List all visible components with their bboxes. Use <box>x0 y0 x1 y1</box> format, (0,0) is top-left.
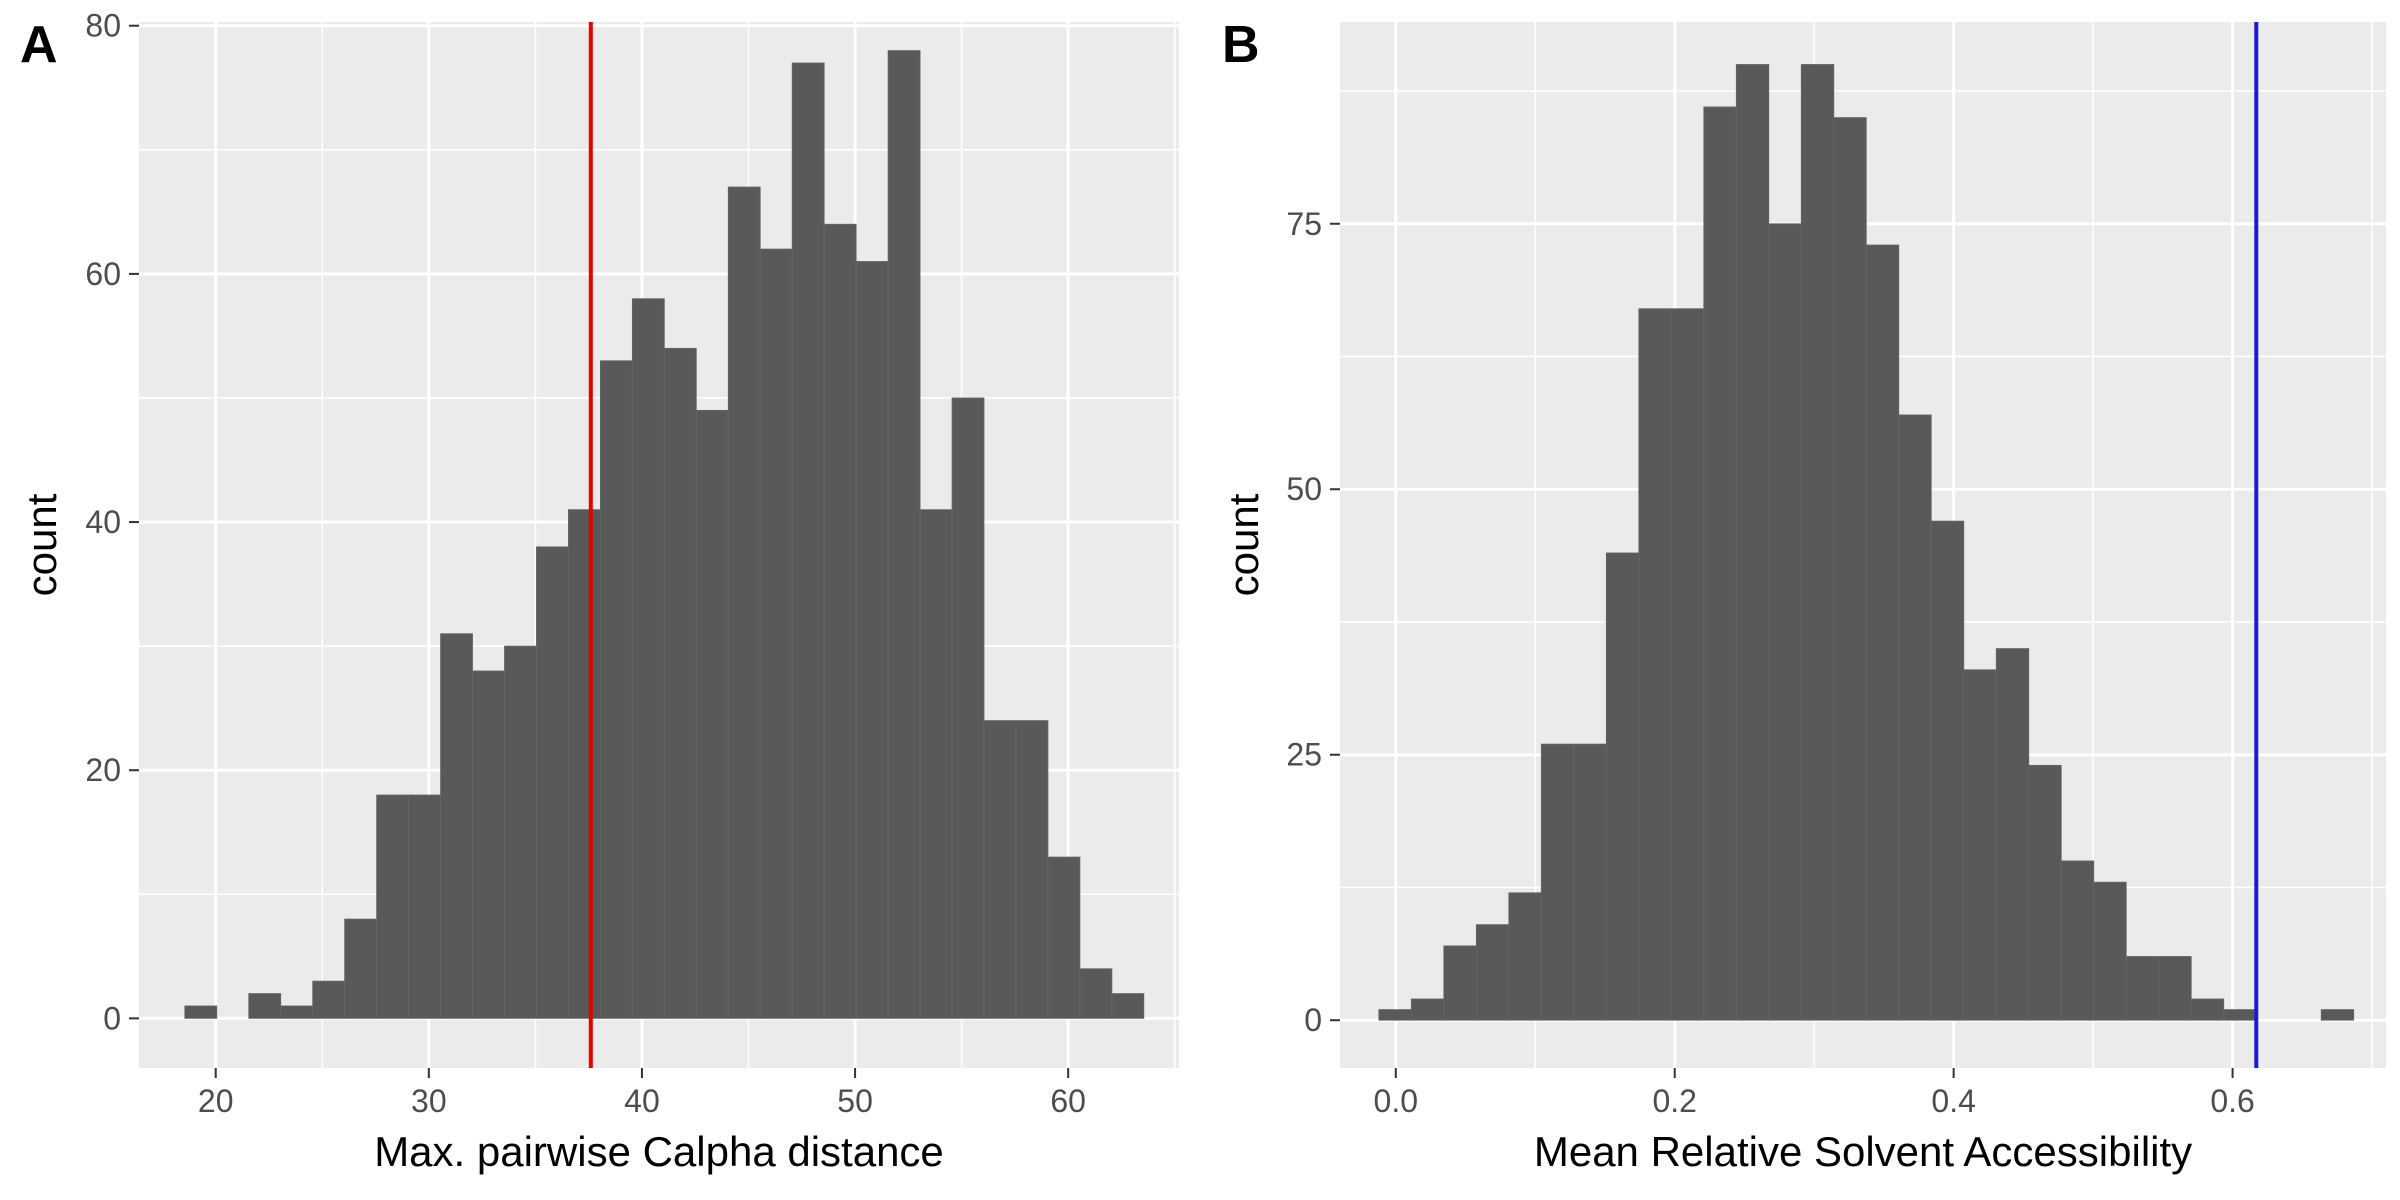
panel-b-histogram-bar <box>2320 1009 2355 1021</box>
panel-b-y-tick-label: 0 <box>1304 1002 1322 1038</box>
panel-b-histogram-bar <box>2028 764 2062 1021</box>
panel-a-histogram-bar <box>408 794 441 1019</box>
panel-b-histogram-bar <box>1995 648 2030 1021</box>
panel-b-histogram-bar <box>2223 1009 2257 1021</box>
panel-b-y-ticks: 0 25 50 75 <box>1286 206 1340 1038</box>
panel-b-x-tick-label: 0.6 <box>2210 1083 2254 1119</box>
panel-a-histogram-bar <box>568 509 601 1019</box>
panel-a-histogram-bar <box>759 248 793 1019</box>
panel-a-x-axis-title: Max. pairwise Calpha distance <box>374 1128 944 1175</box>
panel-b-bars <box>1378 64 2355 1021</box>
panel-b-y-axis-title: count <box>1220 493 1267 596</box>
panel-b-histogram-bar <box>2093 881 2127 1021</box>
panel-a-histogram-bar <box>1079 968 1113 1019</box>
panel-b-x-tick-label: 0.2 <box>1652 1083 1696 1119</box>
panel-a-y-tick-label: 60 <box>85 256 121 292</box>
panel-a-x-ticks: 20 30 40 50 60 <box>198 1068 1086 1119</box>
panel-b-x-tick-label: 0.4 <box>1931 1083 1975 1119</box>
panel-a-x-tick-label: 50 <box>837 1083 873 1119</box>
panel-a-histogram-bar <box>695 409 729 1019</box>
panel-b-x-ticks: 0.0 0.2 0.4 0.6 <box>1374 1068 2255 1119</box>
panel-b-y-tick-label: 75 <box>1286 206 1322 242</box>
panel-a-histogram-bar <box>184 1005 218 1019</box>
panel-b-histogram-bar <box>1443 945 1477 1021</box>
panel-a-letter: A <box>20 16 58 74</box>
panel-a-histogram-bar <box>344 918 378 1019</box>
panel-b-histogram-bar <box>1508 892 1542 1021</box>
panel-a-x-tick-label: 60 <box>1050 1083 1086 1119</box>
panel-b-y-tick-label: 25 <box>1286 737 1322 773</box>
panel-a-histogram-bar <box>1015 720 1049 1019</box>
panel-a-histogram-bar <box>887 50 921 1019</box>
panel-a-histogram-bar <box>823 223 857 1019</box>
panel-a-histogram-bar <box>1111 993 1145 1019</box>
panel-a-histogram-bar <box>504 645 537 1019</box>
panel-b-histogram-bar <box>2158 956 2192 1021</box>
panel-a-y-tick-label: 40 <box>85 504 121 540</box>
panel-a-histogram-bar <box>440 633 473 1019</box>
panel-b-histogram-bar <box>1638 308 1672 1021</box>
panel-b-histogram-bar <box>1410 998 1445 1021</box>
panel-a-x-tick-label: 40 <box>624 1083 660 1119</box>
panel-b-histogram-bar <box>1540 743 1575 1021</box>
panel-b-histogram-bar <box>1963 669 1997 1021</box>
panel-b-histogram-bar <box>2060 860 2095 1021</box>
panel-a-x-tick-label: 30 <box>411 1083 447 1119</box>
panel-b-y-tick-label: 50 <box>1286 471 1322 507</box>
panel-a-histogram-bar <box>599 360 633 1019</box>
panel-a-histogram-bar <box>631 298 665 1019</box>
panel-a-histogram-bar <box>472 670 505 1019</box>
panel-a-histogram-bar <box>248 993 282 1019</box>
panel-a-histogram-bar <box>727 186 761 1019</box>
panel-a-histogram-bar <box>376 794 409 1019</box>
panel-a-histogram-bar <box>1047 856 1081 1019</box>
panel-a-y-tick-label: 20 <box>85 752 121 788</box>
panel-a-x-tick-label: 20 <box>198 1083 234 1119</box>
panel-b-histogram-bar <box>1605 552 1640 1021</box>
panel-a-y-tick-label: 0 <box>103 1000 121 1036</box>
panel-a: A 20 30 40 50 60 0 20 40 60 80 Max. pairwise Cal… <box>18 8 1179 1175</box>
panel-a-bars <box>184 50 1145 1019</box>
panel-b-histogram-bar <box>1800 64 1835 1021</box>
panel-a-histogram-bar <box>536 546 569 1019</box>
panel-a-histogram-bar <box>951 397 985 1019</box>
panel-b-histogram-bar <box>1865 244 1900 1021</box>
panel-b-histogram-bar <box>1703 106 1737 1021</box>
panel-a-histogram-bar <box>280 1005 314 1019</box>
panel-b-histogram-bar <box>1898 414 1932 1021</box>
panel-b: B 0.0 0.2 0.4 0.6 0 25 50 75 Mean Relative Sol… <box>1220 16 2386 1175</box>
panel-a-histogram-bar <box>919 509 953 1019</box>
panel-b-histogram-bar <box>2125 956 2160 1021</box>
panel-b-letter: B <box>1222 16 1260 74</box>
panel-a-y-ticks: 0 20 40 60 80 <box>85 8 139 1036</box>
panel-a-y-tick-label: 80 <box>85 8 121 44</box>
panel-a-histogram-bar <box>855 261 889 1019</box>
panel-b-histogram-bar <box>1768 223 1802 1021</box>
panel-a-histogram-bar <box>983 720 1017 1019</box>
panel-a-y-axis-title: count <box>18 493 65 596</box>
panel-b-x-axis-title: Mean Relative Solvent Accessibility <box>1534 1128 2192 1175</box>
panel-b-histogram-bar <box>1475 924 1510 1021</box>
panel-b-histogram-bar <box>1833 117 1867 1021</box>
panel-b-histogram-bar <box>1378 1009 1412 1021</box>
panel-b-x-tick-label: 0.0 <box>1374 1083 1418 1119</box>
panel-b-histogram-bar <box>1930 520 1965 1021</box>
panel-a-histogram-bar <box>312 980 346 1019</box>
panel-b-histogram-bar <box>2190 998 2225 1021</box>
panel-a-histogram-bar <box>791 62 825 1019</box>
panel-b-histogram-bar <box>1735 64 1770 1021</box>
panel-a-histogram-bar <box>663 347 697 1019</box>
panel-b-histogram-bar <box>1670 308 1705 1021</box>
panel-b-histogram-bar <box>1573 743 1607 1021</box>
